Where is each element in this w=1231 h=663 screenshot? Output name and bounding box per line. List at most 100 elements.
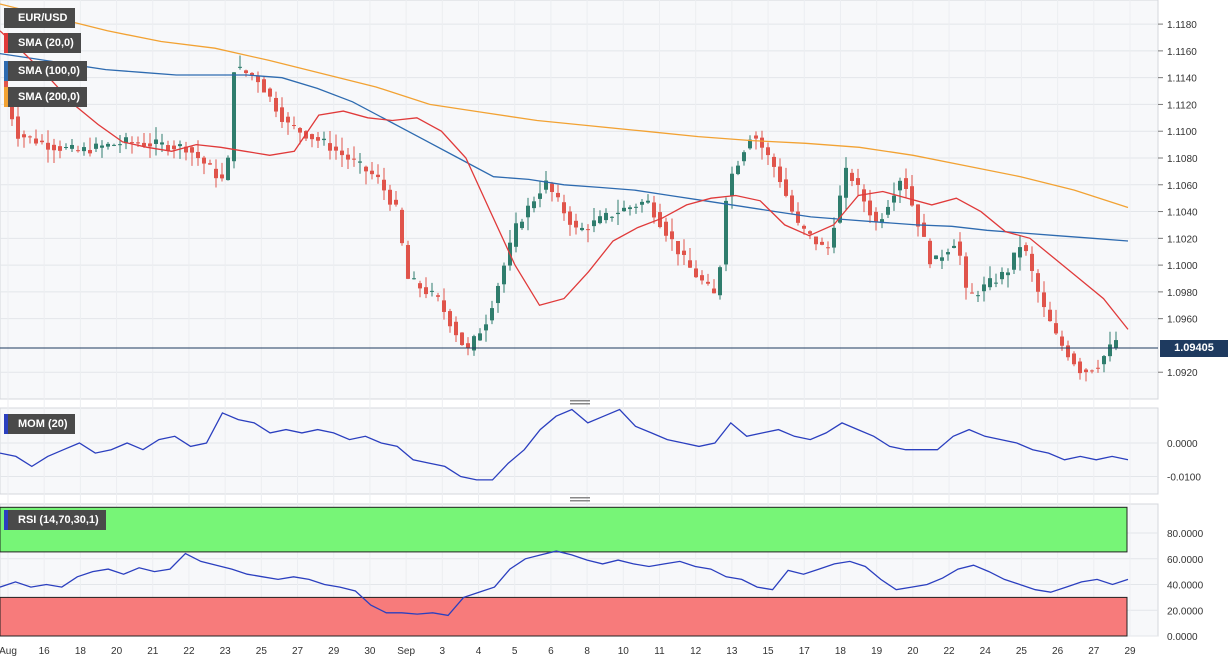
time-tick-label: 3	[440, 646, 446, 657]
candle	[88, 137, 92, 157]
candle	[46, 130, 50, 163]
candle	[574, 213, 578, 235]
candle	[868, 189, 872, 224]
time-tick-label: 11	[654, 646, 665, 657]
time-tick-label: 22	[943, 646, 955, 657]
price-tick-label: 1.1180	[1167, 20, 1197, 31]
price-tick-label: 1.0980	[1167, 288, 1198, 299]
candle	[418, 280, 422, 298]
time-tick-label: 23	[220, 646, 232, 657]
candle	[604, 208, 608, 224]
candle	[364, 165, 368, 185]
candle	[256, 71, 260, 93]
candle	[478, 328, 482, 341]
sma200-legend[interactable]: SMA (200,0)	[4, 87, 87, 107]
candle	[94, 137, 98, 153]
time-tick-label: 22	[183, 646, 195, 657]
candle	[172, 140, 176, 159]
price-tick-label: 1.1080	[1167, 154, 1198, 165]
candle	[382, 167, 386, 201]
candle	[706, 273, 710, 286]
time-tick-label: 10	[618, 646, 630, 657]
candle	[1108, 331, 1112, 362]
candle	[844, 157, 848, 211]
time-tick-label: 12	[690, 646, 702, 657]
candle	[166, 140, 170, 156]
price-tick-label: 1.1120	[1167, 100, 1197, 111]
candle	[208, 159, 212, 165]
mom-panel	[0, 407, 1159, 495]
sma20-legend[interactable]: SMA (20,0)	[4, 33, 81, 53]
candle	[466, 337, 470, 356]
candle	[1000, 267, 1004, 285]
candle	[16, 104, 20, 147]
candle	[862, 184, 866, 213]
candle	[70, 139, 74, 152]
candle	[526, 197, 530, 231]
candle	[442, 288, 446, 320]
candle	[370, 161, 374, 180]
candle	[214, 159, 218, 188]
candle	[916, 204, 920, 237]
rsi-tick-label: 40.0000	[1167, 581, 1204, 592]
candle	[1048, 301, 1052, 322]
candle	[34, 129, 38, 146]
candle	[832, 217, 836, 254]
candle	[976, 290, 980, 302]
candle	[898, 177, 902, 204]
candle	[292, 116, 296, 130]
rsi-legend[interactable]: RSI (14,70,30,1)	[4, 510, 106, 530]
candle	[790, 189, 794, 215]
price-axis: 1.1180 1.1160 1.1140 1.1120 1.1100 1.1080 1.10…	[1158, 20, 1198, 379]
candle	[772, 153, 776, 178]
candle	[130, 136, 134, 154]
time-tick-label: 4	[476, 646, 482, 657]
symbol-label[interactable]: EUR/USD	[4, 8, 75, 28]
candle	[502, 262, 506, 293]
rsi-tick-label: 80.0000	[1167, 529, 1204, 540]
mom-legend[interactable]: MOM (20)	[4, 414, 75, 434]
candle	[22, 130, 26, 148]
candle	[670, 218, 674, 251]
candle	[850, 168, 854, 187]
candle	[910, 174, 914, 207]
candle	[952, 239, 956, 249]
candle	[340, 137, 344, 167]
candle	[328, 131, 332, 160]
candle	[352, 146, 356, 167]
candle	[118, 135, 122, 154]
candle	[220, 162, 224, 182]
price-tick-label: 1.0960	[1167, 315, 1198, 326]
candle	[1054, 309, 1058, 335]
rsi-tick-label: 20.0000	[1167, 606, 1204, 617]
candle	[958, 232, 962, 266]
mom-tick-label: 0.0000	[1167, 439, 1198, 450]
candle	[538, 181, 542, 208]
price-tick-label: 1.1160	[1167, 47, 1197, 58]
price-tick-label: 1.1140	[1167, 74, 1197, 85]
candle	[160, 133, 164, 152]
candle	[64, 143, 68, 150]
candle	[430, 282, 434, 297]
price-tick-label: 1.1100	[1167, 127, 1197, 138]
candle	[1102, 354, 1106, 373]
candle	[460, 332, 464, 346]
candle	[406, 240, 410, 280]
candle	[58, 140, 62, 159]
candle	[598, 210, 602, 225]
panel-resize-handle[interactable]	[570, 497, 590, 502]
candle	[688, 248, 692, 268]
panel-resize-handle[interactable]	[570, 400, 590, 405]
candle	[718, 265, 722, 300]
candle	[334, 134, 338, 160]
sma100-legend[interactable]: SMA (100,0)	[4, 61, 87, 81]
candle	[52, 138, 56, 164]
price-tick-label: 1.1000	[1167, 261, 1198, 272]
candle	[760, 130, 764, 160]
candle	[1084, 368, 1088, 382]
sma100-line	[0, 52, 1129, 242]
candle	[358, 152, 362, 174]
rsi-line	[0, 550, 1129, 617]
candle	[142, 132, 146, 149]
candle	[1042, 281, 1046, 318]
